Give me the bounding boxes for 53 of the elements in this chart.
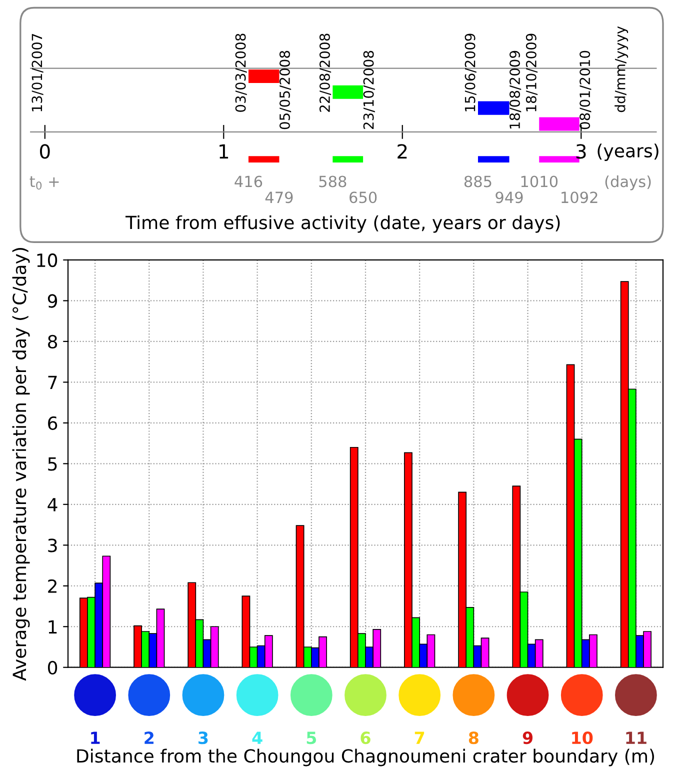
bar bbox=[332, 85, 364, 99]
x-axis-title: Time from effusive activity (date, years or days) bbox=[125, 215, 560, 233]
annotation: 08/01/2010 bbox=[580, 50, 592, 130]
annotation: 18/10/2009 bbox=[526, 34, 538, 112]
annotation: dd/mm/yyyy bbox=[614, 26, 628, 112]
x-tick-label: 11 bbox=[626, 732, 646, 744]
y-tick-label: 3 bbox=[48, 538, 57, 552]
text: 588 bbox=[319, 176, 346, 188]
x-axis-title: Distance from the Choungou Chagnoumeni crater boundary (m) bbox=[77, 748, 654, 766]
x-tick-label: 2 bbox=[144, 732, 154, 744]
y-tick-label: 6 bbox=[48, 416, 58, 430]
annotation: 18/08/2009 bbox=[510, 50, 522, 128]
text: 885 bbox=[464, 176, 492, 188]
bar bbox=[248, 69, 280, 84]
annotation: 05/05/2008 bbox=[279, 50, 292, 130]
y-axis-title: Average temperature variation per day (°C/day) bbox=[12, 248, 30, 681]
text: 1010 bbox=[521, 176, 558, 188]
annotation: 13/01/2007 bbox=[32, 34, 44, 112]
annotation: 15/06/2009 bbox=[464, 34, 476, 112]
y-tick-label: 0 bbox=[48, 660, 58, 674]
annotation: 22/08/2008 bbox=[319, 34, 332, 112]
text: t$_{0}$ + bbox=[30, 176, 59, 190]
text: (days) bbox=[605, 175, 651, 190]
x-tick-label: 8 bbox=[468, 732, 478, 744]
x-tick-label: 3 bbox=[198, 732, 208, 744]
annotation: 03/03/2008 bbox=[235, 34, 247, 112]
bar bbox=[539, 117, 580, 131]
text: (years) bbox=[598, 144, 658, 162]
x-tick-label: 7 bbox=[414, 732, 424, 744]
text: 949 bbox=[496, 192, 523, 204]
y-tick-label: 2 bbox=[48, 579, 56, 593]
x-tick-label: 4 bbox=[252, 732, 262, 744]
y-tick-label: 4 bbox=[48, 498, 58, 512]
text: 1092 bbox=[562, 192, 598, 204]
x-tick-label: 3 bbox=[576, 144, 586, 159]
x-tick-label: 9 bbox=[522, 732, 533, 744]
text: 479 bbox=[265, 192, 293, 204]
annotation: 23/10/2008 bbox=[363, 50, 375, 129]
y-tick-label: 8 bbox=[48, 334, 58, 349]
y-tick-label: 7 bbox=[48, 376, 57, 390]
y-tick-label: 10 bbox=[37, 253, 58, 268]
x-tick-label: 1 bbox=[220, 144, 228, 158]
text: 416 bbox=[234, 176, 262, 188]
y-tick-label: 9 bbox=[48, 294, 58, 308]
x-tick-label: 10 bbox=[572, 732, 593, 744]
x-tick-label: 6 bbox=[360, 732, 370, 744]
y-tick-label: 5 bbox=[48, 457, 57, 471]
x-tick-label: 5 bbox=[306, 732, 316, 744]
y-tick-label: 1 bbox=[48, 620, 57, 634]
x-tick-label: 2 bbox=[398, 144, 407, 158]
x-tick-label: 1 bbox=[91, 732, 100, 744]
text: 650 bbox=[350, 192, 377, 204]
bar bbox=[478, 101, 510, 115]
